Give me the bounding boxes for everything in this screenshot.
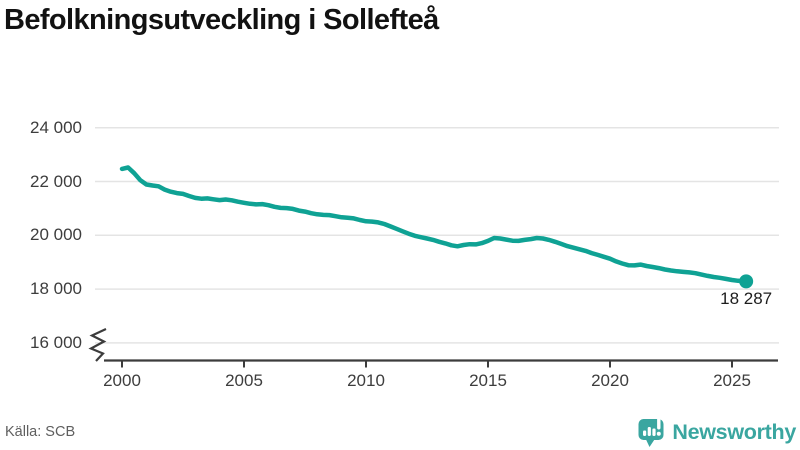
page-title: Befolkningsutveckling i Sollefteå: [4, 4, 439, 36]
gridlines: [95, 126, 779, 344]
y-tick-label: 24 000: [30, 117, 82, 137]
y-tick-label: 16 000: [30, 332, 82, 352]
newsworthy-wordmark: Newsworthy: [672, 419, 796, 444]
population-line: [119, 165, 749, 284]
x-axis: [88, 328, 778, 368]
endpoint-value-label: 18 287: [720, 289, 773, 309]
y-tick-label: 20 000: [30, 225, 82, 245]
newsworthy-pin-icon: [638, 416, 664, 447]
y-tick-label: 22 000: [30, 171, 82, 191]
x-tick-label: 2015: [469, 371, 507, 390]
population-line-layer: [119, 165, 754, 289]
y-tick-label: 18 000: [30, 279, 82, 299]
x-tick-label: 2020: [591, 371, 629, 390]
source-caption: Källa: SCB: [5, 424, 76, 440]
axis-break-icon: [88, 328, 107, 362]
x-tick-label: 2005: [225, 371, 263, 390]
x-tick-label: 2010: [347, 371, 385, 390]
x-tick-label: 2025: [713, 371, 751, 390]
newsworthy-logo: Newsworthy: [638, 416, 796, 448]
endpoint-dot: [739, 274, 754, 289]
x-tick-label: 2000: [103, 371, 141, 390]
